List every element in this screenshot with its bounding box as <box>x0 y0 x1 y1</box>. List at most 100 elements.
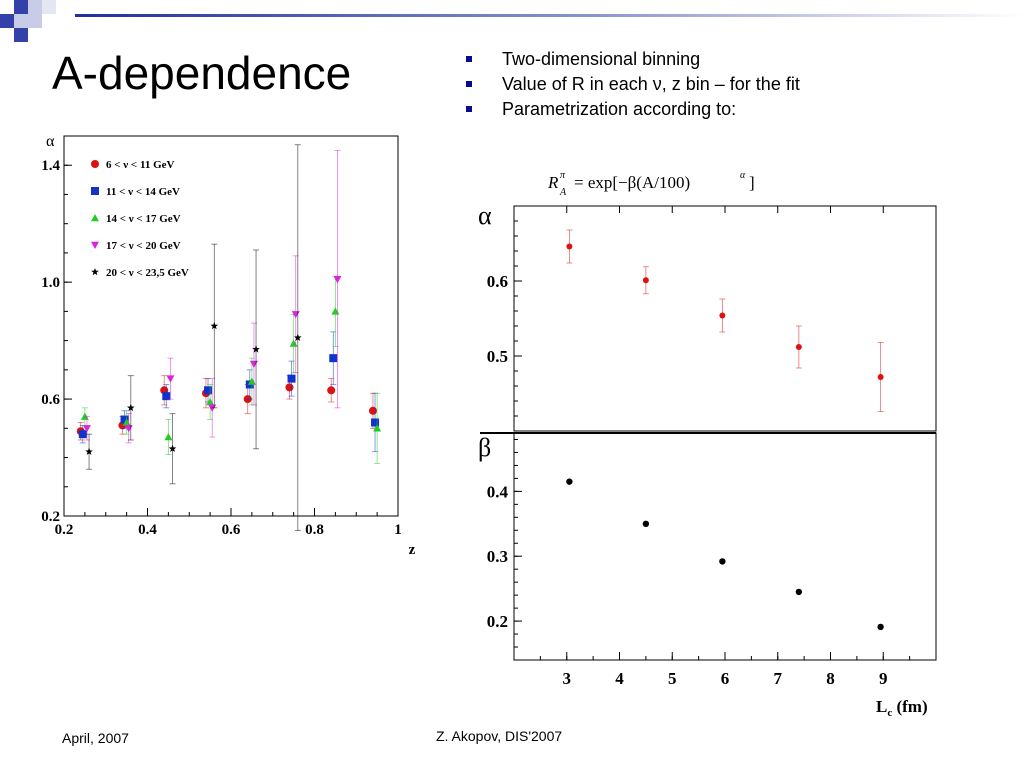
data-point <box>85 447 93 455</box>
data-point <box>166 375 175 383</box>
x-tick-label: 7 <box>774 669 783 688</box>
x-tick-label: 8 <box>826 669 835 688</box>
data-point <box>327 386 336 395</box>
data-point <box>124 425 133 433</box>
legend-marker <box>91 187 99 195</box>
legend-label: 11 < ν < 14 GeV <box>106 186 180 198</box>
y-tick-label: 0.2 <box>41 509 60 525</box>
y-tick-label: 0.4 <box>487 482 509 501</box>
data-point <box>877 374 884 380</box>
bullet-text: Value of R in each ν, z bin – for the fi… <box>502 74 800 94</box>
parametrization-formula: R π A = exp[−β(A/100) α ] <box>548 170 755 198</box>
x-tick-label: 6 <box>721 669 730 688</box>
data-point <box>120 415 129 424</box>
x-tick-label: 0.4 <box>138 522 157 538</box>
y-axis-label: β <box>478 433 491 462</box>
y-axis-label: α <box>478 201 492 230</box>
x-tick-label: 1 <box>394 522 402 538</box>
formula-rhs-sup: α <box>740 170 746 181</box>
beta-vs-lc-chart: 0.2 0.3 0.4 3 4 5 6 7 8 9 β Lc (fm) <box>478 432 937 718</box>
square-bullet-icon <box>466 81 472 87</box>
legend-label: 20 < ν < 23,5 GeV <box>106 267 189 279</box>
data-point <box>719 312 726 319</box>
corner-decoration <box>0 0 56 42</box>
legend-label: 17 < ν < 20 GeV <box>106 240 181 252</box>
x-tick-label: 9 <box>879 669 888 688</box>
data-point <box>127 403 135 412</box>
data-point <box>795 344 802 350</box>
square-bullet-icon <box>466 56 472 62</box>
x-tick-label: 0.8 <box>305 522 324 538</box>
data-point <box>291 311 300 319</box>
x-tick-label: 0.2 <box>55 522 74 538</box>
y-tick-label: 0.3 <box>487 547 508 566</box>
x-tick-label: 0.6 <box>222 522 241 538</box>
bullet-list: Two-dimensional binning Value of R in ea… <box>466 48 866 123</box>
y-tick-label: 0.6 <box>41 392 60 408</box>
data-point <box>204 386 213 395</box>
y-tick-label: 0.2 <box>487 612 508 631</box>
y-tick-label: 0.5 <box>487 347 508 366</box>
data-point <box>642 277 649 284</box>
plot-frame <box>513 432 937 661</box>
x-tick-label: 4 <box>615 669 624 688</box>
data-point <box>289 339 298 347</box>
data-point <box>287 374 296 383</box>
y-tick-label: 1.4 <box>41 158 60 174</box>
data-point <box>331 307 340 315</box>
data-point <box>333 276 342 284</box>
legend-label: 6 < ν < 11 GeV <box>106 159 175 171</box>
x-axis-label: z <box>409 542 416 558</box>
legend-marker <box>91 160 99 168</box>
legend-marker <box>91 241 99 249</box>
data-point <box>252 345 260 353</box>
footer-date: April, 2007 <box>62 730 129 746</box>
header-gradient-line <box>75 14 1024 17</box>
formula-rhs: = exp[−β(A/100) <box>574 173 690 192</box>
data-point <box>566 478 573 485</box>
bullet-text: Two-dimensional binning <box>502 49 701 69</box>
y-tick-label: 0.6 <box>487 272 508 291</box>
square-bullet-icon <box>466 106 472 112</box>
y-tick-label: 1.0 <box>41 275 60 291</box>
data-point <box>210 322 219 330</box>
footer-author: Z. Akopov, DIS'2007 <box>436 728 563 744</box>
plot-frame <box>513 205 937 432</box>
series-5 <box>85 144 302 532</box>
bullet-text: Parametrization according to: <box>502 99 737 119</box>
y-axis-label: α <box>46 133 55 150</box>
formula-close: ] <box>749 173 755 192</box>
formula-lhs-sup: π <box>560 170 566 181</box>
data-point <box>642 520 650 527</box>
data-point <box>368 406 377 415</box>
data-point <box>285 383 294 392</box>
x-tick-label: 3 <box>563 669 572 688</box>
data-point <box>329 354 338 363</box>
data-point <box>168 444 177 453</box>
data-point <box>371 418 380 427</box>
data-point <box>795 588 803 596</box>
legend-marker <box>91 268 99 276</box>
data-point <box>877 623 884 631</box>
x-axis-label: Lc (fm) <box>876 697 928 718</box>
data-point <box>294 333 302 341</box>
formula-lhs-sub: A <box>559 187 567 198</box>
legend-marker <box>91 214 99 222</box>
alpha-vs-z-chart: 0.2 0.4 0.6 0.8 1 0.2 0.6 1.0 1.4 α z 6 < ν < 11 Ge… <box>41 133 416 558</box>
data-point <box>82 425 91 433</box>
data-point <box>162 392 171 401</box>
bullet-item: Two-dimensional binning <box>466 48 866 70</box>
data-point <box>719 558 726 565</box>
formula-lhs-base: R <box>548 173 559 192</box>
data-point <box>566 243 573 250</box>
bullet-item: Parametrization according to: <box>466 98 866 120</box>
series-3 <box>80 275 382 464</box>
data-point <box>249 360 258 368</box>
alpha-vs-lc-chart: 0.5 0.6 α <box>478 201 937 432</box>
data-point <box>164 433 173 441</box>
slide-title: A-dependence <box>52 47 352 99</box>
data-point <box>373 424 382 432</box>
series-1 <box>76 375 377 441</box>
x-tick-label: 5 <box>668 669 677 688</box>
data-point <box>78 430 87 439</box>
